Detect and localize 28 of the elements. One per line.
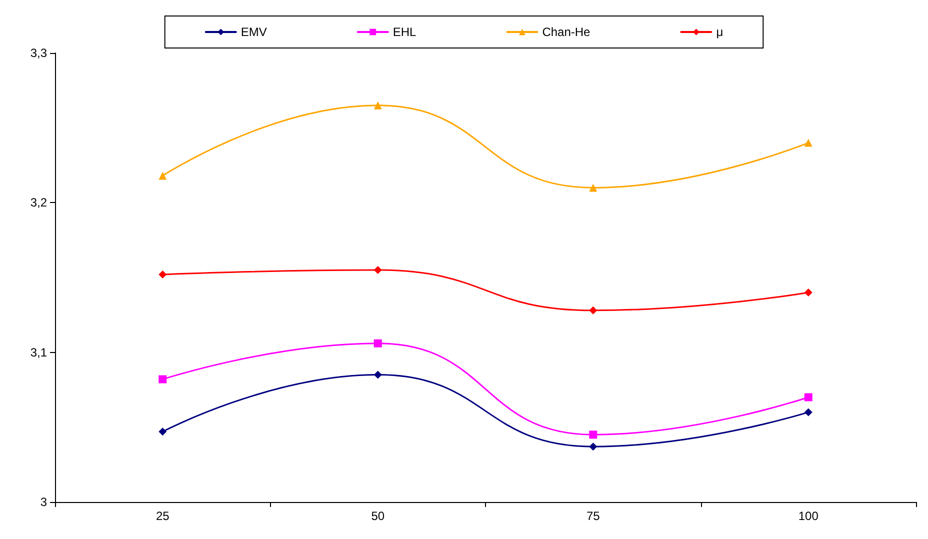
point [589, 184, 598, 192]
x-tick-label: 75 [586, 509, 600, 523]
point [158, 172, 167, 180]
point [374, 370, 382, 379]
point [374, 101, 382, 110]
x-tick-label: 100 [798, 509, 819, 523]
point [589, 306, 598, 314]
legend-label: μ [716, 25, 724, 39]
x-tick-label: 25 [156, 509, 170, 523]
point [804, 138, 812, 147]
point [158, 375, 167, 384]
point [804, 393, 812, 402]
point [158, 428, 167, 436]
y-tick-label: 3 [40, 495, 48, 509]
y-tick-label: 3,2 [30, 196, 48, 210]
point [589, 430, 598, 439]
point [804, 288, 812, 296]
y-tick-label: 3,3 [30, 46, 48, 60]
legend-label: Chan-He [542, 25, 591, 39]
legend-label: EMV [240, 25, 267, 39]
point [158, 270, 167, 279]
point [374, 266, 382, 274]
point [804, 408, 812, 416]
x-tick-label: 50 [371, 509, 385, 523]
point [589, 442, 598, 451]
y-tick-label: 3,1 [30, 345, 48, 360]
legend-label: EHL [392, 25, 417, 39]
point [374, 339, 382, 348]
